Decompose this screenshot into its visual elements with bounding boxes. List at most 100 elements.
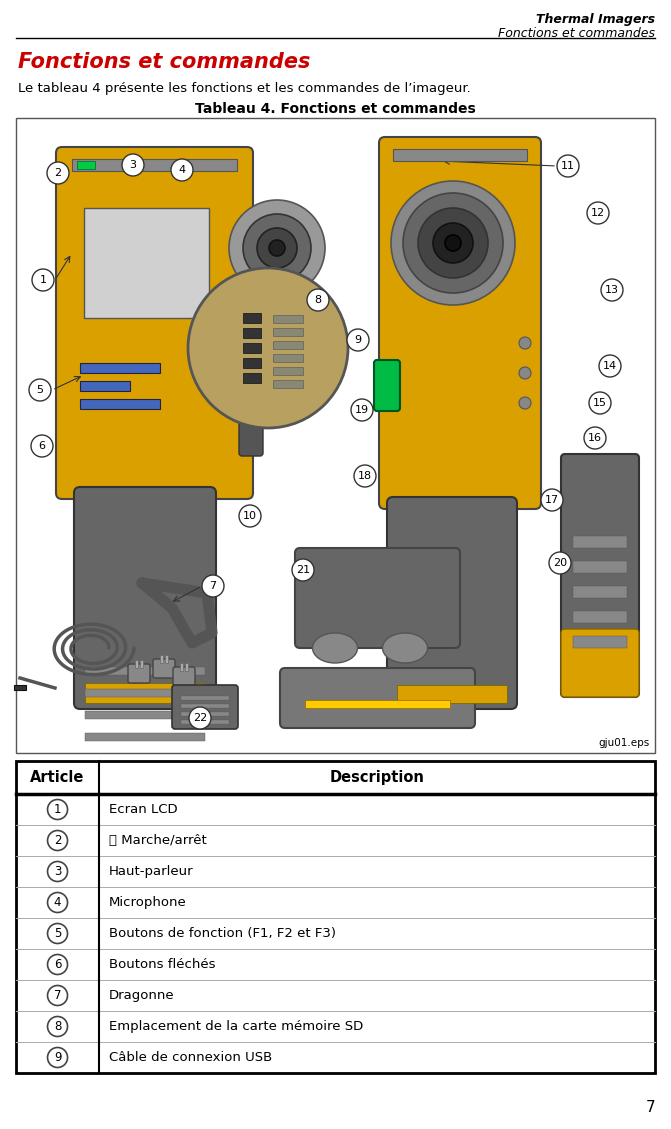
Text: 21: 21 <box>296 564 310 575</box>
Text: 6: 6 <box>38 441 46 450</box>
Bar <box>185 663 188 671</box>
Text: Emplacement de la carte mémoire SD: Emplacement de la carte mémoire SD <box>109 1019 363 1033</box>
Bar <box>243 343 261 353</box>
Circle shape <box>48 924 68 944</box>
Text: Fonctions et commandes: Fonctions et commandes <box>498 27 655 40</box>
Circle shape <box>292 559 314 581</box>
Text: 9: 9 <box>354 335 362 345</box>
FancyBboxPatch shape <box>561 454 639 697</box>
Bar <box>229 333 241 413</box>
Bar <box>181 704 229 708</box>
Circle shape <box>29 379 51 401</box>
Bar <box>72 159 237 170</box>
Text: 14: 14 <box>603 361 617 371</box>
Text: Article: Article <box>30 770 85 785</box>
Circle shape <box>48 799 68 820</box>
Text: 13: 13 <box>605 285 619 295</box>
Text: Câble de connexion USB: Câble de connexion USB <box>109 1051 272 1064</box>
Bar <box>273 329 303 336</box>
Text: Boutons de fonction (F1, F2 et F3): Boutons de fonction (F1, F2 et F3) <box>109 927 336 940</box>
Circle shape <box>171 159 193 181</box>
Bar <box>273 315 303 323</box>
Text: 3: 3 <box>54 865 61 878</box>
Circle shape <box>48 861 68 882</box>
Bar <box>180 663 183 671</box>
Text: 2: 2 <box>54 168 62 178</box>
Circle shape <box>189 707 211 729</box>
Bar <box>573 611 627 623</box>
Bar <box>84 208 209 318</box>
Text: ⓘ Marche/arrêt: ⓘ Marche/arrêt <box>109 834 207 847</box>
Circle shape <box>445 235 461 251</box>
FancyBboxPatch shape <box>153 659 175 679</box>
Circle shape <box>601 279 623 301</box>
Circle shape <box>48 1016 68 1036</box>
FancyBboxPatch shape <box>280 668 475 728</box>
Circle shape <box>239 505 261 527</box>
Circle shape <box>557 155 579 177</box>
Circle shape <box>403 193 503 294</box>
Text: 18: 18 <box>358 471 372 481</box>
FancyBboxPatch shape <box>379 137 541 509</box>
Circle shape <box>391 181 515 305</box>
FancyBboxPatch shape <box>374 360 400 411</box>
Bar <box>80 380 130 391</box>
FancyBboxPatch shape <box>561 629 639 697</box>
Bar <box>140 660 143 668</box>
Bar <box>16 119 655 753</box>
Bar <box>85 733 205 741</box>
Circle shape <box>48 986 68 1006</box>
Circle shape <box>47 161 69 184</box>
Text: Le tableau 4 présente les fonctions et les commandes de l’imageur.: Le tableau 4 présente les fonctions et l… <box>18 82 471 95</box>
Circle shape <box>347 329 369 351</box>
Text: 17: 17 <box>545 495 559 505</box>
Text: 1: 1 <box>40 275 46 285</box>
Circle shape <box>202 575 224 597</box>
FancyBboxPatch shape <box>128 664 150 683</box>
Bar <box>243 358 261 368</box>
Circle shape <box>433 224 473 263</box>
Bar <box>16 761 655 1073</box>
Text: Boutons fléchés: Boutons fléchés <box>109 959 215 971</box>
Bar <box>181 712 229 716</box>
Circle shape <box>541 489 563 511</box>
Text: 8: 8 <box>54 1019 61 1033</box>
Text: 22: 22 <box>193 714 207 723</box>
Bar <box>85 689 205 697</box>
Bar <box>243 373 261 383</box>
Bar <box>85 683 205 703</box>
Circle shape <box>243 215 311 282</box>
Circle shape <box>351 399 373 421</box>
Text: 4: 4 <box>178 165 186 175</box>
Bar <box>85 667 205 675</box>
Text: 7: 7 <box>54 989 61 1003</box>
FancyBboxPatch shape <box>56 147 253 499</box>
Text: 4: 4 <box>54 896 61 909</box>
Circle shape <box>32 269 54 291</box>
Bar <box>181 695 229 700</box>
Text: 16: 16 <box>588 434 602 443</box>
Text: 11: 11 <box>561 161 575 170</box>
Circle shape <box>354 465 376 487</box>
Circle shape <box>519 336 531 349</box>
Text: 7: 7 <box>646 1100 655 1115</box>
Circle shape <box>587 202 609 224</box>
Text: 8: 8 <box>315 295 321 305</box>
Circle shape <box>519 367 531 379</box>
Circle shape <box>418 208 488 278</box>
Text: 15: 15 <box>593 399 607 408</box>
Circle shape <box>48 954 68 974</box>
Circle shape <box>599 355 621 377</box>
Bar <box>165 655 168 663</box>
Circle shape <box>584 427 606 449</box>
Text: Thermal Imagers: Thermal Imagers <box>536 14 655 26</box>
Bar <box>85 711 205 719</box>
Bar <box>273 355 303 362</box>
FancyBboxPatch shape <box>173 667 195 686</box>
Bar <box>243 313 261 323</box>
Circle shape <box>122 154 144 176</box>
FancyBboxPatch shape <box>387 497 517 709</box>
Bar <box>243 329 261 338</box>
Ellipse shape <box>313 633 358 663</box>
Text: 19: 19 <box>355 405 369 415</box>
